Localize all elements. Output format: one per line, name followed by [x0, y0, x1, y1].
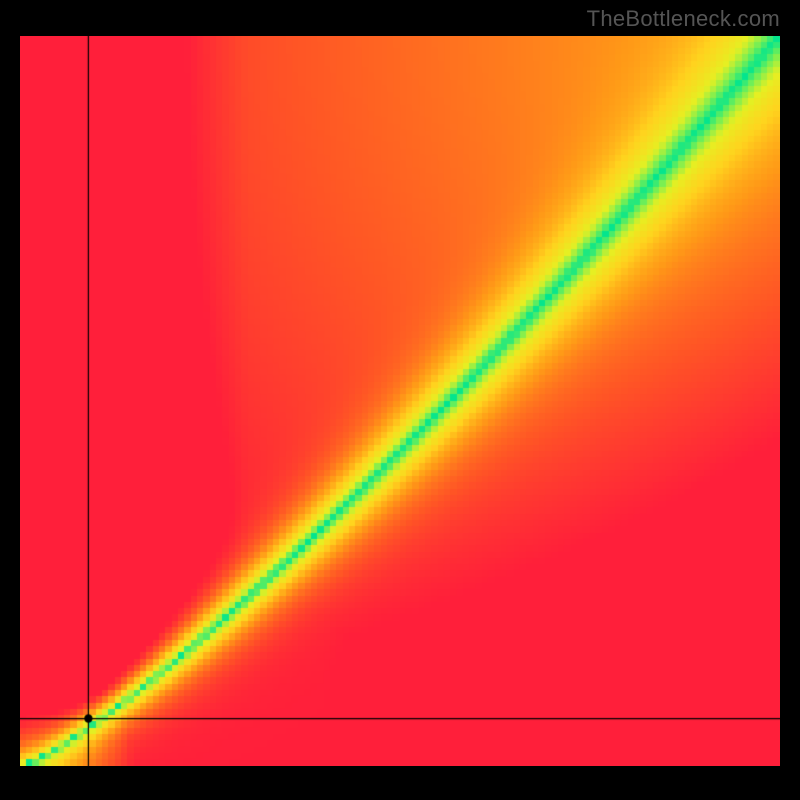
heatmap-canvas	[20, 36, 780, 766]
chart-container: TheBottleneck.com	[0, 0, 800, 800]
watermark-text: TheBottleneck.com	[587, 6, 780, 32]
heatmap-plot	[20, 36, 780, 766]
